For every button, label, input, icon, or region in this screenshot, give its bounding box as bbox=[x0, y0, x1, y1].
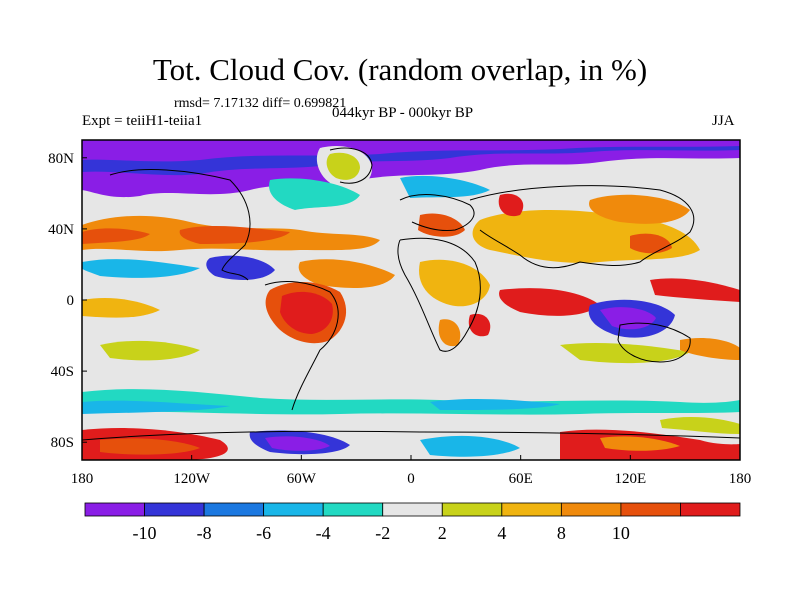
x-tick-label: 0 bbox=[407, 471, 415, 487]
colorbar-label: -8 bbox=[197, 523, 212, 543]
x-tick-label: 60W bbox=[287, 471, 317, 487]
colorbar-swatch bbox=[382, 502, 443, 517]
colorbar-swatch bbox=[84, 502, 145, 517]
colorbar-swatch bbox=[560, 502, 622, 517]
x-tick-label: 180 bbox=[729, 471, 752, 487]
y-tick-label: 40N bbox=[48, 222, 74, 238]
colorbar-swatch bbox=[144, 502, 205, 517]
colorbar-swatch bbox=[620, 502, 681, 517]
colorbar-swatch bbox=[441, 502, 503, 517]
colorbar-label: -4 bbox=[316, 523, 331, 543]
colorbar-swatch bbox=[263, 502, 324, 517]
y-tick-label: 80S bbox=[51, 435, 74, 451]
colorbar-label: 8 bbox=[557, 523, 566, 543]
y-tick-labels: 80N 40N 0 40S 80S bbox=[48, 151, 87, 451]
colorbar-swatch bbox=[501, 502, 562, 517]
colorbar-swatch bbox=[322, 502, 384, 517]
x-tick-labels: 180 120W 60W 0 60E 120E 180 bbox=[71, 455, 752, 487]
season-label: JJA bbox=[712, 113, 735, 129]
y-tick-label: 40S bbox=[51, 364, 74, 380]
colorbar-label: -2 bbox=[375, 523, 390, 543]
experiment-label: Expt = teiiH1-teiia1 bbox=[82, 113, 203, 129]
y-tick-label: 80N bbox=[48, 151, 74, 167]
colorbar-swatch bbox=[680, 502, 741, 517]
colorbar-swatch bbox=[203, 502, 265, 517]
y-tick-label: 0 bbox=[67, 293, 75, 309]
x-tick-label: 180 bbox=[71, 471, 94, 487]
colorbar-label: -10 bbox=[133, 523, 157, 543]
x-tick-label: 60E bbox=[509, 471, 533, 487]
colorbar-label: 10 bbox=[612, 523, 630, 543]
period-label: 044kyr BP - 000kyr BP bbox=[332, 105, 474, 121]
coastlines bbox=[82, 147, 740, 441]
x-tick-label: 120W bbox=[173, 471, 211, 487]
x-tick-label: 120E bbox=[614, 471, 646, 487]
stats-label: rmsd= 7.17132 diff= 0.699821 bbox=[174, 96, 347, 111]
anomaly-field bbox=[82, 140, 740, 460]
colorbar-label: 4 bbox=[497, 523, 506, 543]
colorbar-label: 2 bbox=[438, 523, 447, 543]
colorbar-label: -6 bbox=[256, 523, 271, 543]
chart-title: Tot. Cloud Cov. (random overlap, in %) bbox=[152, 52, 648, 87]
